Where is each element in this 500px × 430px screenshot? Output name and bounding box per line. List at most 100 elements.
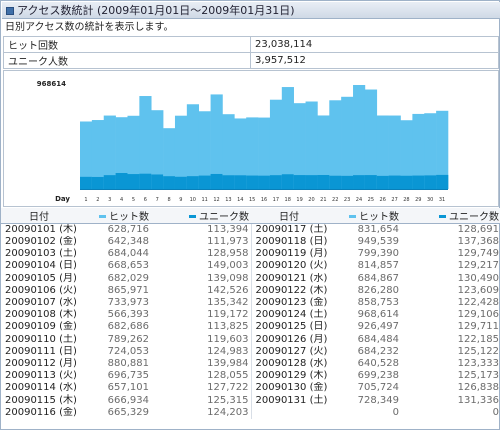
x-tick-label: 26	[380, 197, 386, 203]
cell-unique: 129,106	[457, 309, 499, 321]
panel-description: 日別アクセス数の統計を表示します。	[5, 22, 174, 33]
table-row: 20090114 (水) 657,101 127,722 20090130 (金) 70…	[1, 382, 500, 395]
hit-bar	[269, 99, 283, 189]
unique-bar	[163, 176, 176, 189]
cell-date: 20090129 (木)	[250, 370, 327, 383]
summary-row: ユニーク人数 3,957,512	[3, 52, 499, 69]
table-row: 20090106 (火) 865,971 142,526 20090122 (木) 82…	[1, 284, 500, 297]
hit-bar	[174, 115, 188, 189]
x-tick-label: 28	[403, 197, 409, 203]
cell-unique: 125,173	[457, 370, 499, 382]
hit-bar	[317, 115, 330, 189]
x-tick-label: 11	[201, 197, 207, 203]
hit-bar	[151, 110, 164, 189]
summary-label: ヒット回数	[3, 36, 251, 53]
x-tick-label: 17	[273, 197, 279, 203]
x-tick-label: 5	[132, 197, 135, 203]
unique-bar	[364, 175, 378, 189]
table-row: 20090109 (金) 682,686 113,825 20090125 (日) 92…	[1, 321, 500, 334]
cell-date: 20090114 (水)	[5, 382, 77, 394]
unique-bar	[222, 175, 235, 189]
cell-date: 20090122 (木)	[250, 284, 327, 297]
x-tick-label: 27	[391, 197, 397, 203]
unique-bar	[305, 175, 318, 189]
cell-hit: 684,484	[357, 333, 399, 345]
table-row: 20090104 (日) 668,653 149,003 20090120 (火) 81…	[1, 260, 500, 273]
unique-bar	[436, 174, 449, 189]
panel-title: アクセス数統計 (2009年01月01日～2009年01月31日)	[17, 4, 295, 17]
y-max-label: 968614	[37, 80, 66, 88]
x-tick-label: 29	[415, 197, 421, 203]
hit-bar	[80, 121, 93, 189]
cell-date: 20090119 (月)	[250, 248, 327, 261]
cell-date: 20090123 (金)	[250, 296, 327, 310]
unique-bar	[186, 176, 200, 189]
unique-bar	[412, 175, 425, 189]
hit-bar	[139, 96, 152, 189]
cell-date: 20090106 (火)	[5, 284, 77, 296]
summary-label: ユニーク人数	[3, 52, 251, 69]
table-row: 20090105 (月) 682,029 139,098 20090121 (水) 68…	[1, 272, 500, 285]
table-row: 20090113 (火) 696,735 128,055 20090129 (木) 69…	[1, 370, 500, 383]
hit-bar	[103, 115, 116, 189]
x-tick-label: 31	[439, 197, 445, 203]
x-tick-label: 20	[308, 197, 314, 203]
hit-bar	[222, 114, 235, 189]
x-tick-label: 30	[427, 197, 433, 203]
hit-bar	[436, 110, 449, 189]
x-tick-label: 9	[179, 197, 182, 203]
unique-bar	[91, 176, 105, 189]
table-row: 20090107 (水) 733,973 135,342 20090123 (金) 85…	[1, 296, 500, 310]
unique-bar	[269, 175, 283, 189]
cell-date: 20090111 (日)	[5, 345, 77, 357]
hit-bar	[329, 100, 342, 189]
col-date: 日付	[1, 208, 77, 224]
cell-date: 20090116 (金)	[5, 406, 77, 418]
hit-bar	[388, 115, 401, 189]
cell-date: 20090110 (土)	[5, 333, 77, 345]
col-date: 日付	[251, 208, 327, 224]
hit-bar	[400, 120, 413, 189]
cell-unique: 122,185	[457, 333, 499, 345]
cell-unique: 139,098	[207, 272, 249, 284]
cell-unique: 137,368	[457, 236, 499, 248]
x-tick-label: 14	[237, 197, 243, 203]
cell-unique: 124,983	[207, 345, 249, 357]
cell-date: 20090103 (土)	[5, 248, 77, 260]
summary-row: ヒット回数 23,038,114	[3, 36, 499, 53]
unique-bar	[424, 175, 437, 189]
cell-date: 20090115 (木)	[5, 394, 77, 406]
cell-unique: 123,609	[457, 284, 499, 296]
cell-unique: 123,333	[457, 357, 499, 369]
cell-unique: 113,825	[207, 321, 249, 333]
cell-date: 20090108 (木)	[5, 309, 77, 321]
summary-value: 23,038,114	[250, 36, 499, 53]
cell-hit: 789,262	[107, 333, 149, 345]
cell-unique: 126,838	[457, 382, 499, 394]
cell-unique: 128,958	[207, 248, 249, 260]
cell-date: 20090104 (日)	[5, 260, 77, 272]
cell-unique: 113,394	[207, 224, 249, 235]
cell-hit: 858,753	[357, 297, 399, 309]
cell-hit: 831,654	[357, 224, 399, 235]
unique-bar	[127, 174, 140, 189]
cell-hit: 668,653	[107, 260, 149, 272]
col-unique: ユニーク数	[151, 208, 251, 224]
cell-unique: 0	[492, 406, 499, 418]
x-tick-label: 25	[368, 197, 374, 203]
x-tick-label: 13	[225, 197, 231, 203]
cell-hit: 657,101	[107, 382, 149, 394]
hit-swatch	[99, 215, 106, 218]
cell-unique: 129,749	[457, 248, 499, 260]
hit-bar	[412, 113, 425, 189]
hit-bar	[210, 94, 223, 189]
cell-date: 20090126 (月)	[250, 333, 327, 346]
daily-chart: 968614 Day 1 2 3 4 5 6 7 8 9 10 11 12 13 14 15 16 17 18 19 20…	[3, 70, 499, 207]
hit-bar	[341, 96, 354, 189]
unique-bar	[103, 175, 116, 189]
cell-hit: 640,528	[357, 357, 399, 369]
cell-hit: 865,971	[107, 284, 149, 296]
cell-hit: 566,393	[107, 309, 149, 321]
cell-hit: 724,053	[107, 345, 149, 357]
cell-date: 20090120 (火)	[250, 260, 327, 273]
